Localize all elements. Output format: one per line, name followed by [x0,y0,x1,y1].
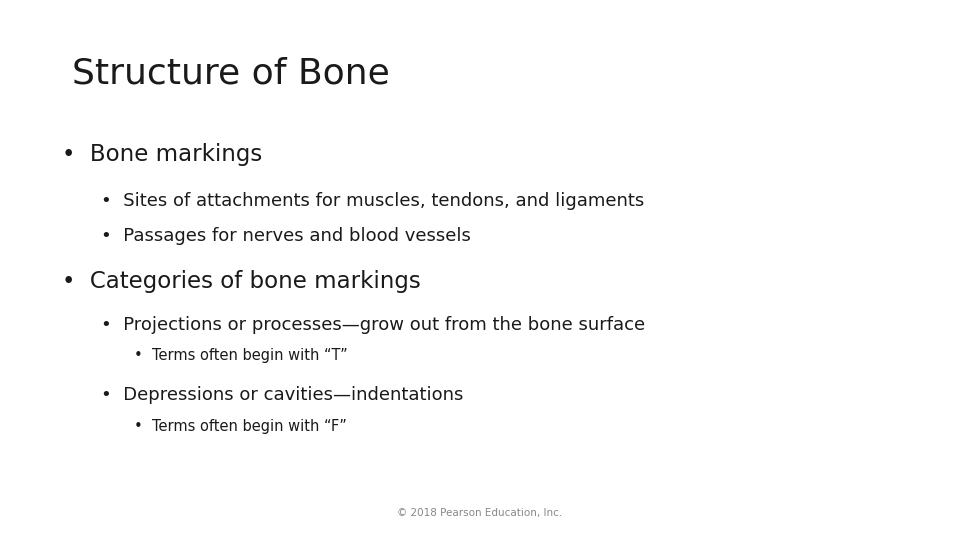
Text: •  Depressions or cavities—indentations: • Depressions or cavities—indentations [101,386,463,404]
Text: •  Passages for nerves and blood vessels: • Passages for nerves and blood vessels [101,227,470,245]
Text: Structure of Bone: Structure of Bone [72,57,390,91]
Text: © 2018 Pearson Education, Inc.: © 2018 Pearson Education, Inc. [397,508,563,518]
Text: •  Terms often begin with “F”: • Terms often begin with “F” [134,418,348,434]
Text: •  Terms often begin with “T”: • Terms often begin with “T” [134,348,348,363]
Text: •  Projections or processes—grow out from the bone surface: • Projections or processes—grow out from… [101,316,645,334]
Text: •  Bone markings: • Bone markings [62,143,263,166]
Text: •  Sites of attachments for muscles, tendons, and ligaments: • Sites of attachments for muscles, tend… [101,192,644,210]
Text: •  Categories of bone markings: • Categories of bone markings [62,270,421,293]
